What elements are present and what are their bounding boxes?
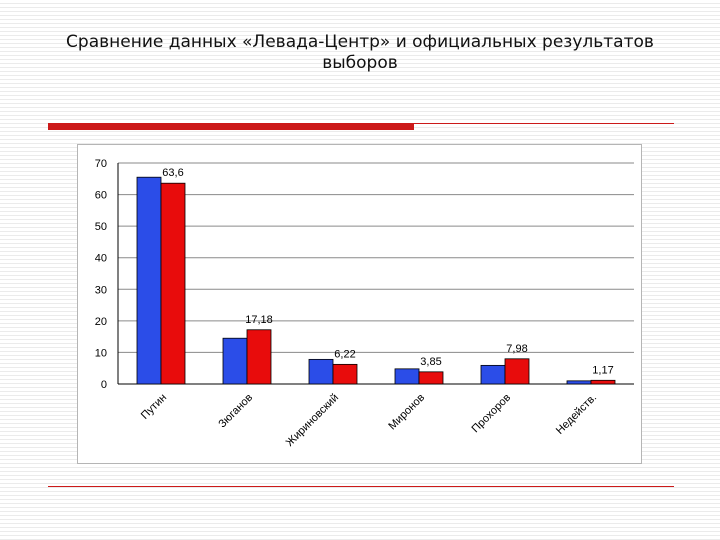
data-label: 7,98 <box>506 343 527 355</box>
bar-red <box>590 379 616 385</box>
title-line-2: выборов <box>322 53 398 73</box>
slide-title: Сравнение данных «Левада-Центр» и официа… <box>40 32 680 74</box>
category-label: Миронов <box>386 392 427 433</box>
bar-red <box>160 182 186 385</box>
bar-red <box>504 358 530 385</box>
data-label: 17,18 <box>245 314 273 326</box>
y-tick-label: 30 <box>95 284 107 296</box>
bar-red <box>332 363 358 385</box>
y-tick-label: 20 <box>95 316 107 328</box>
category-label: Недейств. <box>554 392 599 437</box>
category-label: Жириновский <box>284 392 341 449</box>
y-tick-label: 50 <box>95 221 107 233</box>
y-tick-label: 0 <box>101 379 107 391</box>
bar-blue <box>480 364 506 385</box>
category-label: Путин <box>139 392 169 422</box>
bar-red <box>246 329 272 385</box>
bar-blue <box>308 358 334 385</box>
bar-blue <box>136 176 162 385</box>
data-label: 63,6 <box>162 167 183 179</box>
data-label: 6,22 <box>334 348 355 360</box>
bar-chart: 0 10 20 30 40 50 60 70 63,6 Путин 17,18 Зюганов 6,22… <box>95 158 634 449</box>
y-tick-label: 70 <box>95 158 107 170</box>
chart-frame: 0 10 20 30 40 50 60 70 63,6 Путин 17,18 Зюганов 6,22… <box>77 144 642 464</box>
category-label: Зюганов <box>216 392 255 431</box>
title-line-1: Сравнение данных «Левада-Центр» и официа… <box>66 32 654 52</box>
data-label: 3,85 <box>420 356 441 368</box>
accent-line-bottom <box>48 486 674 487</box>
y-tick-label: 40 <box>95 253 107 265</box>
bar-blue <box>566 380 592 385</box>
bar-red <box>418 371 444 385</box>
accent-bar <box>48 123 414 130</box>
y-tick-label: 10 <box>95 347 107 359</box>
accent-line-top <box>414 123 674 124</box>
category-label: Прохоров <box>470 392 514 436</box>
data-label: 1,17 <box>592 364 613 376</box>
y-tick-label: 60 <box>95 190 107 202</box>
bar-blue <box>394 368 420 385</box>
bar-blue <box>222 337 248 385</box>
